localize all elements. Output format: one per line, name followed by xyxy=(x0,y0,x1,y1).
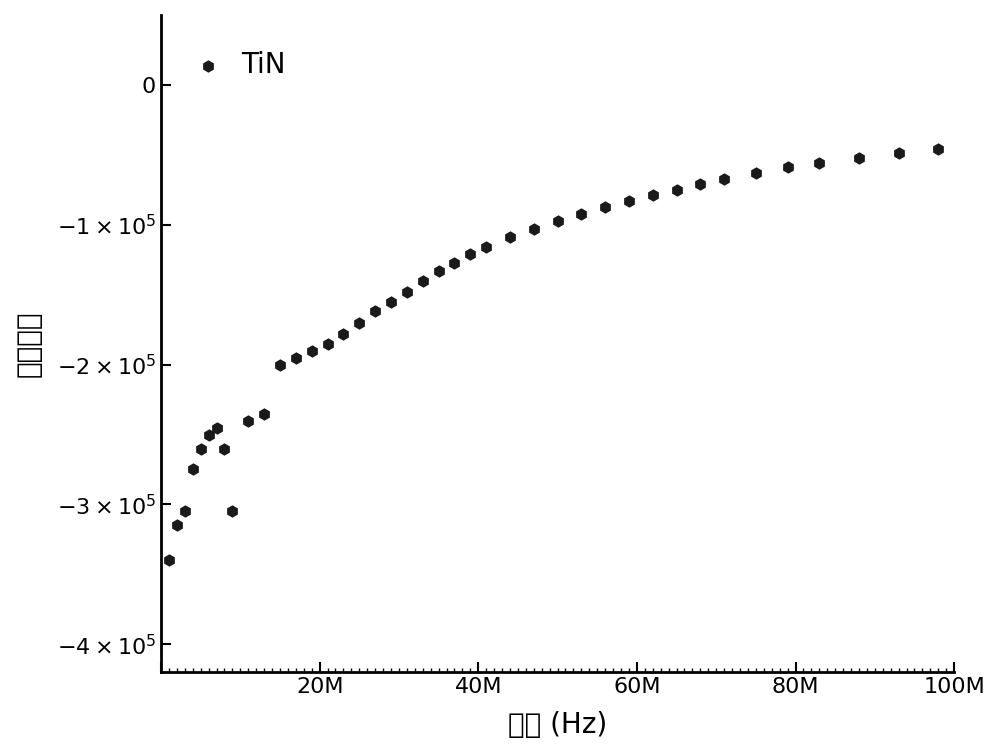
Legend: TiN: TiN xyxy=(175,29,308,101)
Point xyxy=(240,415,256,427)
Point xyxy=(431,265,447,277)
Point xyxy=(415,274,431,287)
Point xyxy=(272,359,288,371)
Point xyxy=(645,189,661,201)
Point xyxy=(224,505,240,517)
Point xyxy=(383,296,399,308)
Point xyxy=(780,161,796,173)
Point xyxy=(304,345,320,357)
Point xyxy=(851,152,867,164)
Point xyxy=(216,443,232,455)
Point xyxy=(621,195,637,207)
Point xyxy=(446,256,462,268)
Point xyxy=(256,407,272,419)
Point xyxy=(716,173,732,185)
Point xyxy=(462,248,478,260)
Point xyxy=(288,351,304,363)
Point xyxy=(201,428,217,440)
Point xyxy=(185,464,201,476)
Point xyxy=(573,207,589,219)
Point xyxy=(748,167,764,179)
Point xyxy=(597,201,613,213)
Point xyxy=(193,443,209,455)
Point xyxy=(669,184,685,196)
Point xyxy=(550,215,566,227)
Point xyxy=(478,241,494,253)
Point xyxy=(177,505,193,517)
Point xyxy=(161,554,177,566)
Point xyxy=(692,178,708,190)
Point xyxy=(526,223,542,235)
Point xyxy=(399,286,415,298)
Point xyxy=(335,328,351,340)
Point xyxy=(930,143,946,155)
X-axis label: 频率 (Hz): 频率 (Hz) xyxy=(508,711,607,739)
Point xyxy=(209,421,225,434)
Point xyxy=(320,338,336,350)
Point xyxy=(891,148,907,160)
Point xyxy=(169,520,185,532)
Y-axis label: 介电常数: 介电常数 xyxy=(15,311,43,377)
Point xyxy=(502,231,518,244)
Point xyxy=(811,157,827,169)
Point xyxy=(351,317,367,329)
Point xyxy=(367,305,383,317)
